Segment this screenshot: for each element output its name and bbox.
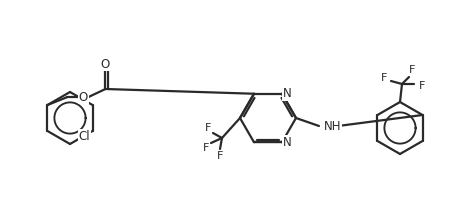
Text: F: F [381,73,387,83]
Text: O: O [101,58,110,71]
Text: F: F [419,81,425,91]
Text: F: F [409,65,415,75]
Text: N: N [283,136,291,149]
Text: F: F [205,123,211,133]
Text: O: O [79,91,88,104]
Text: F: F [217,151,223,161]
Text: Cl: Cl [79,130,90,143]
Text: N: N [283,87,291,100]
Text: NH: NH [324,119,342,133]
Text: F: F [203,143,209,153]
